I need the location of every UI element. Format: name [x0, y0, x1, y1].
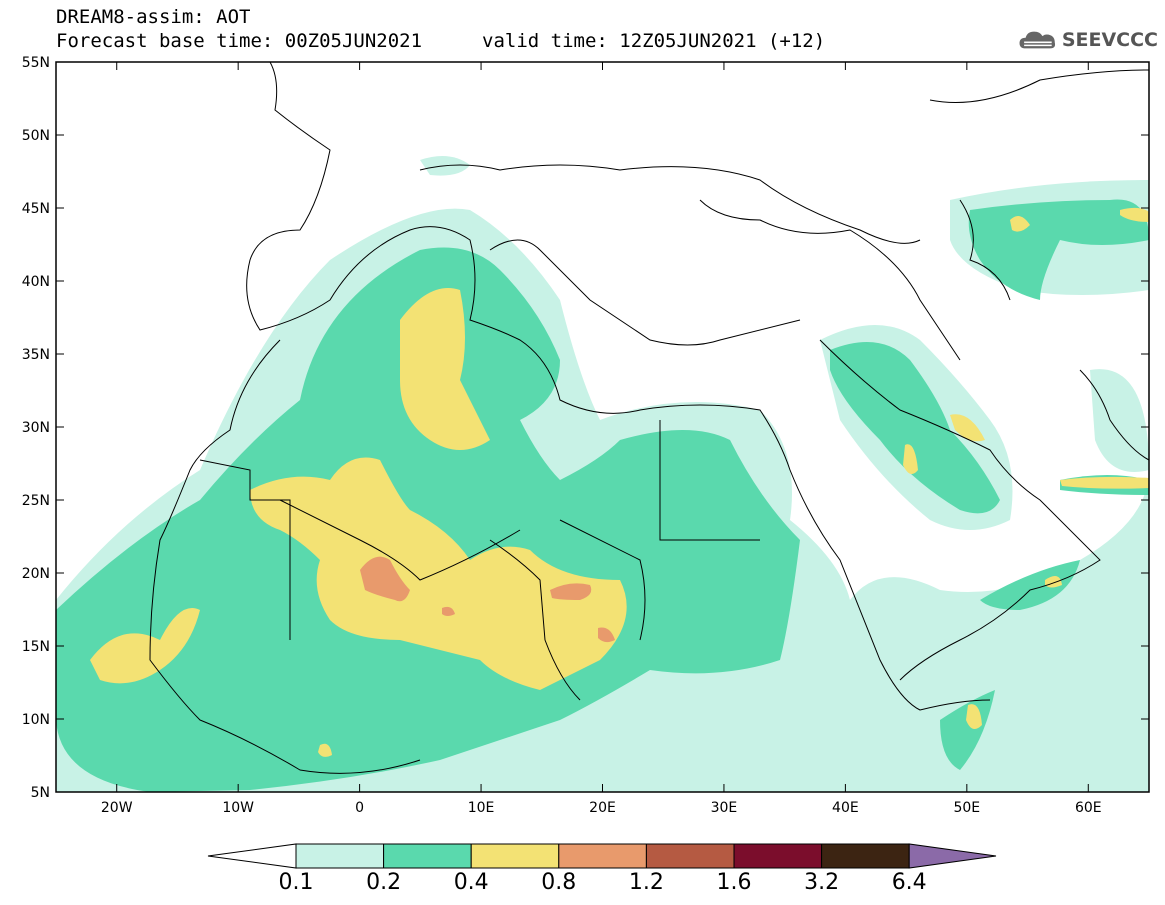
lon-tick-label: 30E — [711, 800, 738, 816]
lon-tick-label: 40E — [832, 800, 859, 816]
colorbar-label: 0.2 — [366, 870, 402, 895]
colorbar-label: 1.2 — [628, 870, 664, 895]
chart-title: DREAM8-assim: AOT — [56, 6, 251, 28]
aot-level-0-4 — [90, 207, 1149, 757]
lat-tick-label: 5N — [31, 785, 50, 801]
lon-tick-label: 10W — [222, 800, 254, 816]
aot-shading — [56, 156, 1149, 792]
colorbar-under-arrow — [207, 843, 297, 869]
colorbar-over-arrow — [908, 843, 997, 869]
colorbar — [207, 843, 997, 869]
lon-tick-label: 10E — [468, 800, 495, 816]
lat-tick-label: 55N — [22, 55, 50, 71]
lat-tick-label: 35N — [22, 347, 50, 363]
colorbar-label: 6.4 — [891, 870, 927, 895]
colorbar-labels: 0.1 0.2 0.4 0.8 1.2 1.6 3.2 6.4 — [0, 870, 1165, 896]
colorbar-segment — [383, 843, 472, 869]
colorbar-segment — [733, 843, 823, 869]
logo-text: SEEVCCC — [1061, 29, 1158, 51]
colorbar-segment — [295, 843, 385, 869]
lon-tick-label: 50E — [953, 800, 980, 816]
lon-tick-label: 20E — [589, 800, 616, 816]
seevccc-logo: SEEVCCC — [1018, 24, 1158, 56]
lon-tick-label: 0 — [355, 800, 364, 816]
lat-tick-label: 50N — [22, 128, 50, 144]
colorbar-segment — [821, 843, 910, 869]
cloud-icon — [1019, 31, 1056, 49]
lon-tick-label: 20W — [101, 800, 133, 816]
lat-tick-label: 30N — [22, 420, 50, 436]
lat-tick-label: 25N — [22, 493, 50, 509]
colorbar-segment — [645, 843, 735, 869]
lat-tick-label: 45N — [22, 201, 50, 217]
valid-time: valid time: 12Z05JUN2021 (+12) — [482, 30, 826, 52]
colorbar-label: 0.4 — [453, 870, 489, 895]
colorbar-label: 3.2 — [804, 870, 840, 895]
longitude-axis: 20W 10W 0 10E 20E 30E 40E 50E 60E — [101, 62, 1102, 816]
colorbar-label: 1.6 — [716, 870, 752, 895]
lat-tick-label: 10N — [22, 712, 50, 728]
lat-tick-label: 40N — [22, 274, 50, 290]
colorbar-segment — [558, 843, 647, 869]
colorbar-label: 0.1 — [278, 870, 314, 895]
lon-tick-label: 60E — [1075, 800, 1102, 816]
forecast-base-time: Forecast base time: 00Z05JUN2021 — [56, 30, 423, 52]
coastlines — [149, 62, 1149, 774]
lat-tick-label: 15N — [22, 639, 50, 655]
colorbar-label: 0.8 — [541, 870, 577, 895]
aot-level-0-8 — [360, 556, 615, 643]
colorbar-segment — [470, 843, 560, 869]
lat-tick-label: 20N — [22, 566, 50, 582]
latitude-axis: 55N 50N 45N 40N 35N 30N 25N 20N 15N 10N 5N — [22, 55, 1149, 801]
